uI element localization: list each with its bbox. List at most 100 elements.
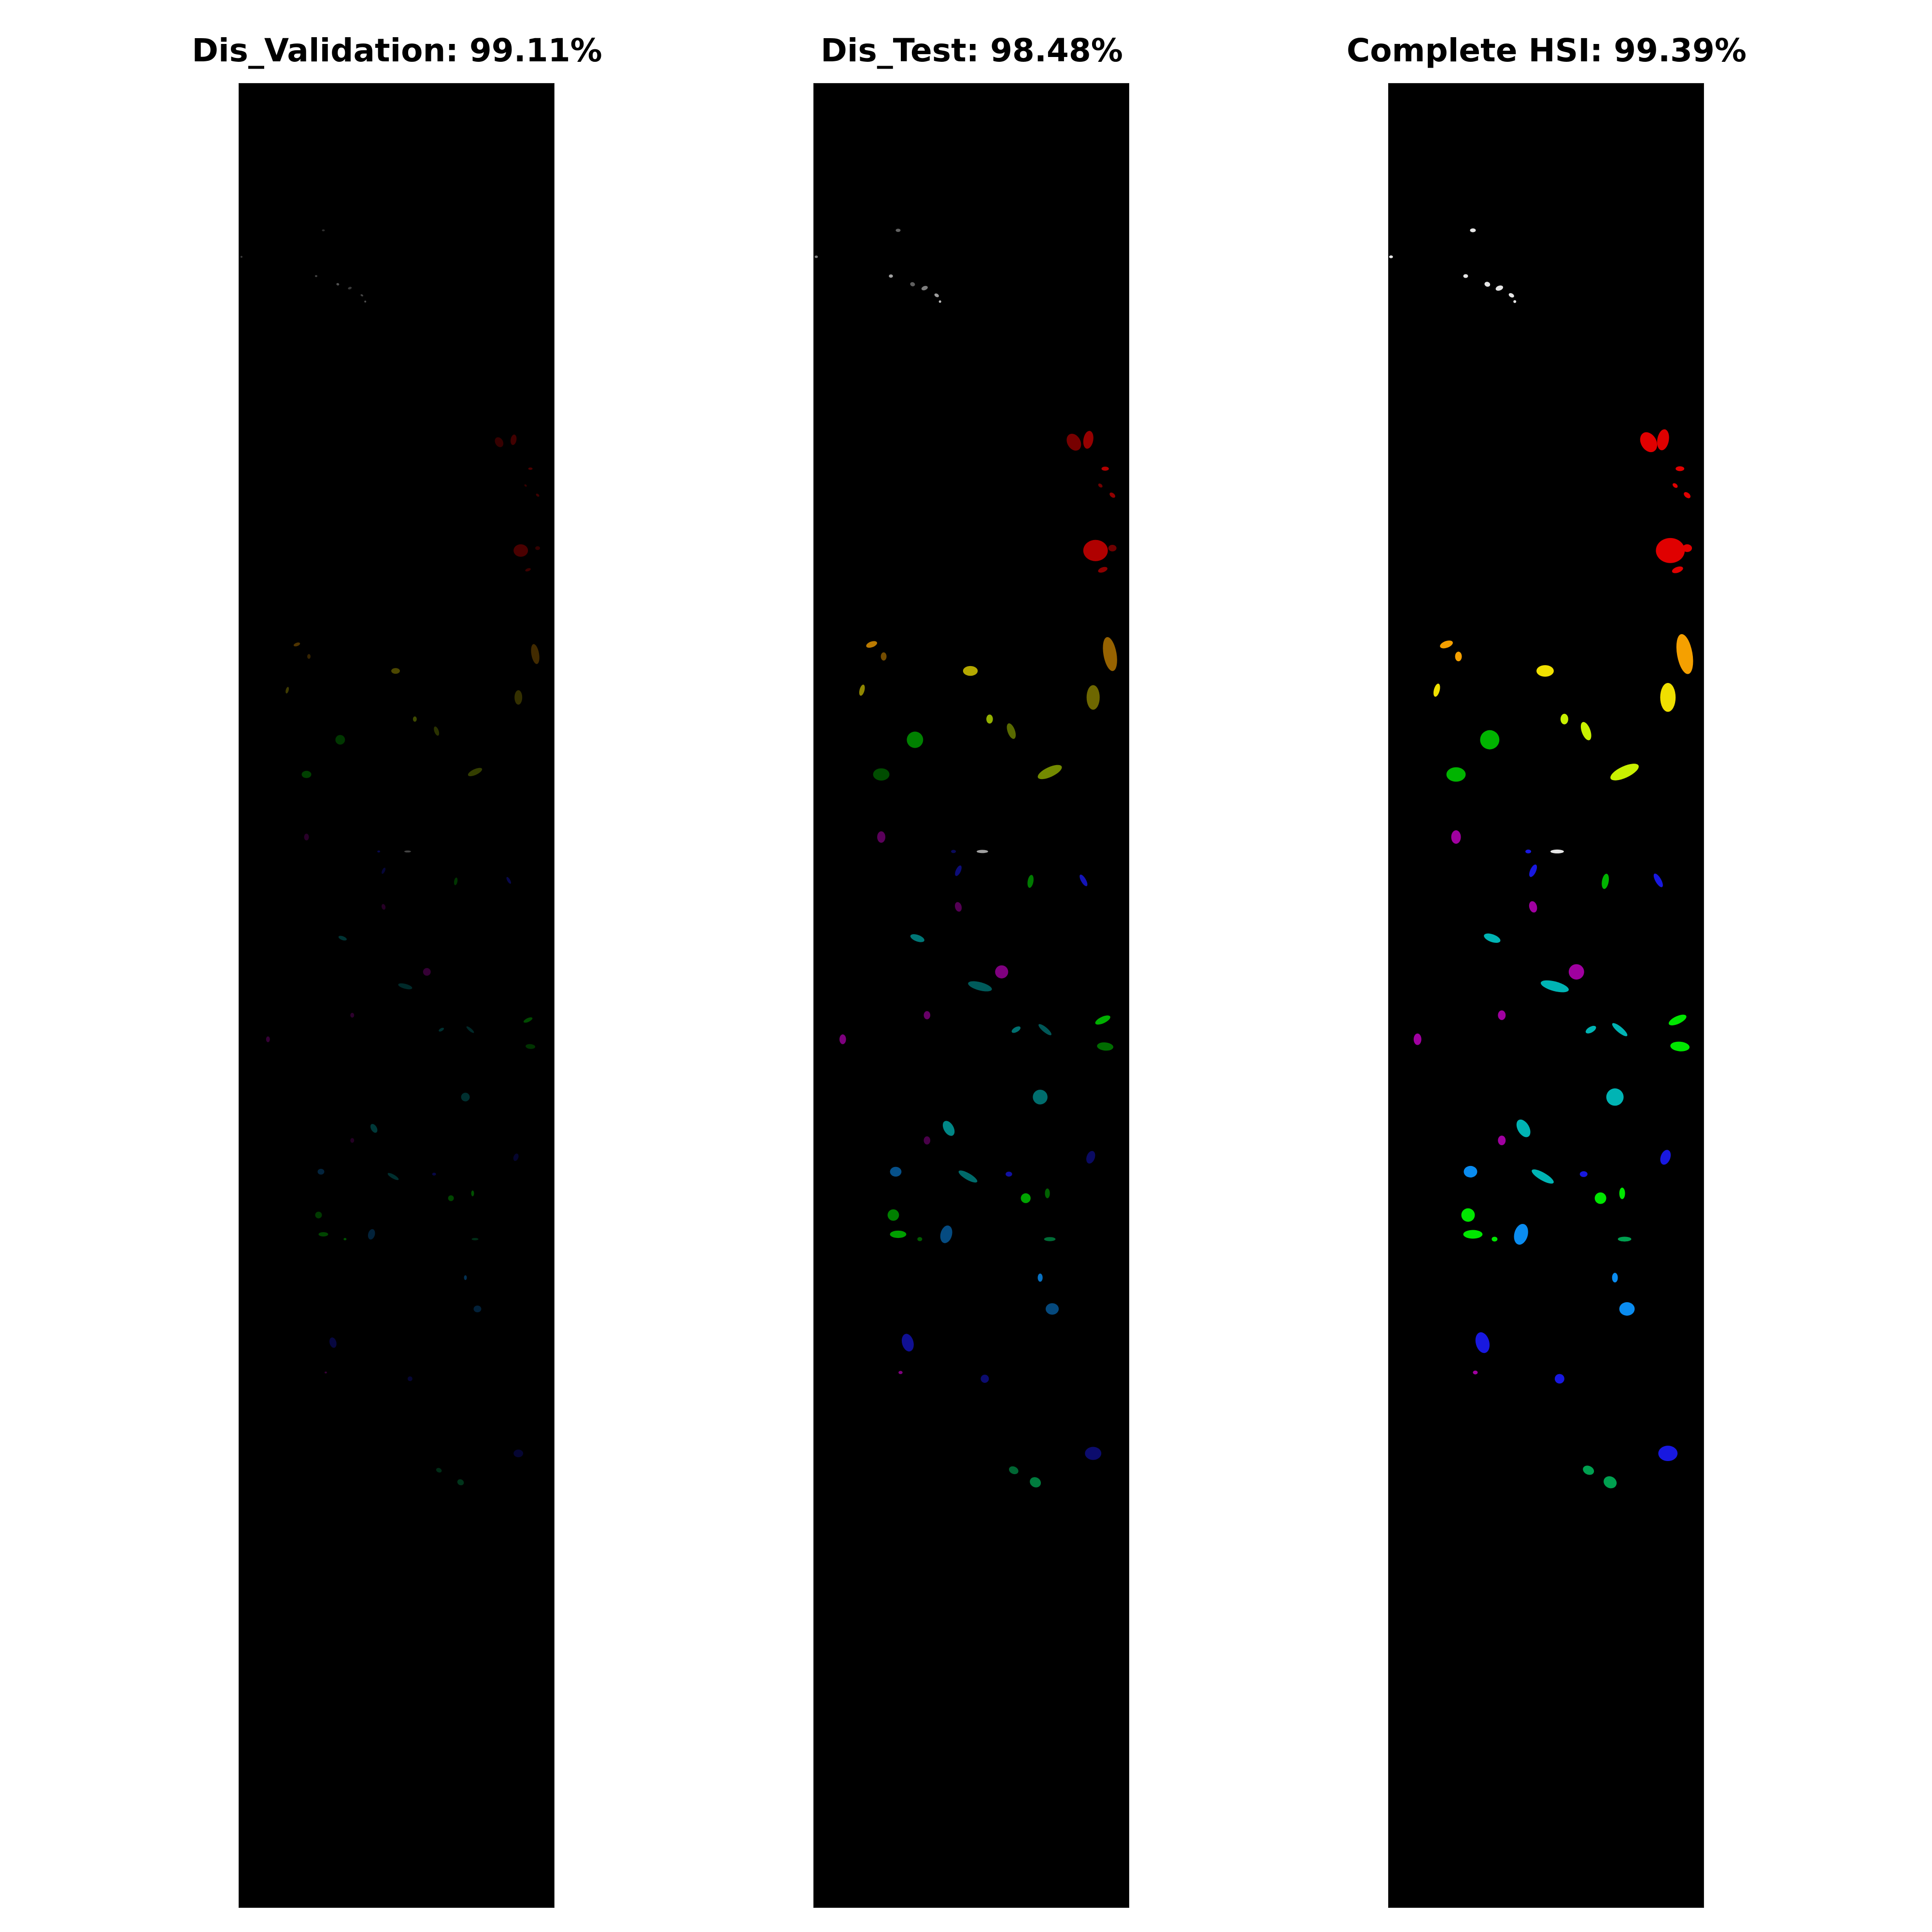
class-region-azure [464,1275,467,1280]
class-region-purple [995,965,1009,979]
class-region-green [1602,873,1609,889]
class-region-orange [866,641,877,648]
class-region-white [895,228,901,232]
class-region-white [322,229,325,231]
class-region-green [335,735,345,745]
class-region-purple [955,902,962,912]
class-region-azure [1463,1165,1477,1178]
class-region-white [1550,849,1564,853]
class-region-blue [1660,1150,1671,1165]
class-region-cyan [910,934,924,942]
class-region-cyan [1532,1169,1554,1184]
classification-map-complete [1388,83,1704,1908]
class-region-white [348,286,352,290]
class-region-bright_green [526,1044,536,1049]
class-region-red [1640,432,1657,453]
class-region-red [1656,538,1685,563]
class-region-cyan [1540,980,1569,993]
class-region-green [301,770,312,778]
class-region-bright_green [1097,1042,1114,1051]
class-region-purple [1568,964,1584,980]
class-region-azure [1619,1302,1635,1316]
class-region-azure [940,1225,952,1243]
class-region-bright_green [890,1230,907,1238]
class-region-orange [1455,652,1462,662]
class-region-purple [877,831,886,843]
class-region-white [938,300,941,303]
class-region-green [1027,875,1034,888]
class-region-red [1066,434,1081,451]
class-region-cyan [942,1121,955,1136]
class-region-white [934,293,939,298]
class-region-yellow [285,687,289,694]
class-region-blue [1653,873,1663,887]
class-region-blue [432,1172,436,1176]
class-region-sea_green [436,1468,442,1473]
panel-title-test: Dis_Test: 98.48% [821,32,1123,69]
class-region-bright_green [1045,1188,1050,1198]
class-region-cyan [958,1170,978,1183]
class-region-blue [1579,1171,1588,1177]
class-region-red [525,568,531,572]
classification-map-test [813,83,1129,1908]
class-region-white [910,282,915,286]
class-region-purple [324,1371,327,1374]
class-region-lime [434,726,440,736]
class-region-green [1446,767,1466,782]
class-region-cyan [1612,1023,1628,1037]
class-region-purple [1413,1033,1421,1045]
class-region-orange [1103,637,1117,671]
class-region-orange [1440,640,1453,649]
class-region-orange [881,652,887,661]
class-region-red [1098,483,1103,488]
class-region-orange [531,644,540,664]
class-region-purple [381,904,386,910]
class-region-white [1508,293,1514,298]
class-region-azure [1045,1303,1059,1315]
class-region-lime [1580,722,1591,740]
class-region-bright_green [1461,1208,1475,1222]
class-region-bright_green [1594,1192,1606,1204]
class-region-cyan [398,983,412,990]
class-region-green [454,877,458,885]
class-region-purple [1473,1370,1478,1375]
class-region-yellow [1086,685,1100,710]
class-region-blue [955,865,962,876]
class-region-yellow [859,684,865,696]
class-region-blue [1525,849,1532,853]
class-region-cyan [1585,1025,1596,1034]
class-regions [240,229,540,1486]
class-region-red [1657,429,1669,451]
class-region-white [977,850,988,853]
class-region-bright_green [1492,1236,1498,1242]
class-region-purple [839,1034,846,1044]
class-region-azure [317,1168,325,1175]
class-region-azure [473,1306,482,1312]
class-region-azure [1612,1273,1618,1283]
class-region-white [404,850,411,852]
class-region-cyan [387,1173,399,1180]
class-region-cyan [461,1093,470,1102]
class-region-lime [1560,713,1568,724]
class-region-red [1672,483,1678,488]
class-region-blue [382,867,386,874]
class-region-azure [890,1166,902,1177]
class-region-red [1101,467,1109,471]
class-region-green [873,768,890,781]
class-region-white [1484,282,1491,287]
class-region-white [1495,285,1503,291]
class-regions [1389,228,1693,1489]
class-region-purple [1498,1010,1506,1020]
class-region-blue [377,850,381,852]
classification-map-validation [239,83,554,1908]
class-region-red [1684,492,1691,498]
class-region-sea_green [1604,1476,1617,1489]
class-region-cyan [338,936,347,941]
class-region-bright_green [523,1017,533,1023]
class-region-bright_green [318,1232,328,1236]
class-region-yellow [1536,665,1554,677]
class-region-white [240,256,242,258]
class-region-purple [1498,1136,1506,1146]
class-region-blue [901,1334,914,1352]
class-region-blue [1086,1151,1095,1164]
